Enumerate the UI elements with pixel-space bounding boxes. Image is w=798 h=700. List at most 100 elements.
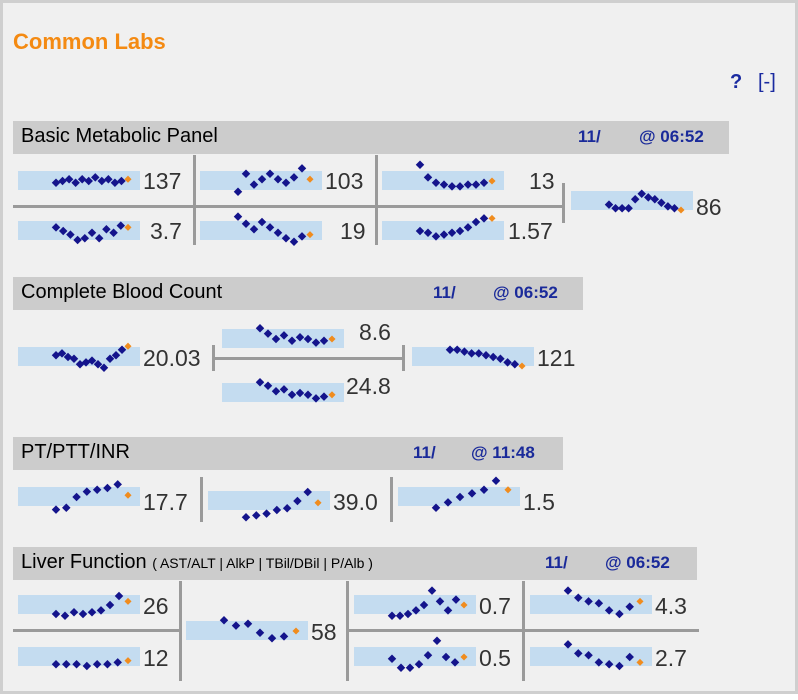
help-button[interactable]: ? bbox=[730, 71, 743, 93]
lft-divider bbox=[13, 629, 180, 632]
result-point bbox=[289, 173, 299, 182]
cbc-time: @ 06:52 bbox=[493, 283, 558, 302]
sparkline bbox=[18, 342, 140, 373]
result-point bbox=[116, 221, 126, 230]
result-point bbox=[295, 388, 305, 398]
normal-range-band bbox=[530, 595, 652, 614]
collapse-button[interactable]: [-] bbox=[758, 71, 776, 93]
result-point bbox=[481, 350, 491, 360]
result-point bbox=[319, 392, 329, 401]
normal-range-band bbox=[18, 647, 140, 666]
result-point bbox=[257, 174, 267, 184]
lab-value: 8.6 bbox=[359, 319, 391, 345]
sparkline bbox=[530, 586, 652, 619]
result-point bbox=[637, 189, 646, 199]
latest-result-point bbox=[306, 231, 314, 239]
result-point bbox=[303, 390, 313, 400]
sparkline bbox=[382, 160, 504, 191]
lab-value: 17.7 bbox=[143, 489, 188, 515]
lft-divider bbox=[179, 581, 182, 681]
lab-value: 3.7 bbox=[150, 218, 182, 244]
normal-range-band bbox=[382, 221, 504, 240]
sparkline bbox=[530, 640, 652, 671]
result-point bbox=[271, 386, 281, 396]
result-point bbox=[432, 636, 442, 646]
result-point bbox=[96, 606, 106, 615]
result-point bbox=[255, 377, 265, 387]
result-point bbox=[319, 336, 329, 346]
bmp-bracket-divider bbox=[562, 183, 565, 223]
result-point bbox=[463, 180, 473, 189]
normal-range-band bbox=[18, 595, 140, 614]
latest-result-point bbox=[677, 206, 685, 214]
lft-title: Liver Function ( AST/ALT | AlkP | TBil/D… bbox=[21, 551, 373, 574]
sparkline bbox=[186, 615, 308, 643]
sparkline bbox=[18, 221, 140, 245]
result-point bbox=[287, 336, 297, 346]
result-point bbox=[293, 496, 302, 506]
lab-value: 1.57 bbox=[508, 218, 553, 244]
sparkline bbox=[354, 636, 476, 673]
normal-range-band bbox=[18, 171, 140, 190]
result-point bbox=[91, 173, 100, 182]
cbc-date: 11/ bbox=[433, 283, 456, 302]
result-point bbox=[51, 505, 61, 514]
result-point bbox=[411, 606, 421, 615]
result-point bbox=[265, 223, 275, 232]
result-point bbox=[295, 332, 305, 342]
cbc-title: Complete Blood Count bbox=[21, 281, 223, 303]
lab-value: 26 bbox=[143, 593, 169, 619]
result-point bbox=[415, 226, 425, 236]
cbc-divider bbox=[212, 345, 215, 371]
result-point bbox=[594, 658, 604, 667]
result-point bbox=[445, 345, 455, 355]
bmp-title: Basic Metabolic Panel bbox=[21, 125, 218, 147]
bmp-header[interactable]: Basic Metabolic Panel 11/ @ 06:52 bbox=[13, 121, 729, 154]
lft-divider bbox=[346, 581, 349, 681]
lab-value: 0.5 bbox=[479, 645, 511, 671]
latest-result-point bbox=[328, 335, 336, 343]
bmp-date: 11/ bbox=[578, 127, 601, 146]
lft-subtitle: ( AST/ALT | AlkP | TBil/DBil | P/Alb ) bbox=[152, 555, 373, 571]
result-point bbox=[455, 226, 465, 236]
sparkline bbox=[222, 323, 344, 348]
result-point bbox=[262, 509, 271, 518]
lab-value: 24.8 bbox=[346, 373, 391, 399]
lab-value: 19 bbox=[340, 218, 366, 244]
result-point bbox=[289, 237, 299, 247]
result-point bbox=[435, 597, 445, 606]
lft-title-text: Liver Function bbox=[21, 551, 147, 573]
cbc-divider bbox=[215, 357, 403, 360]
latest-result-point bbox=[488, 214, 496, 222]
result-point bbox=[281, 233, 291, 243]
result-point bbox=[255, 323, 265, 333]
result-point bbox=[311, 338, 321, 347]
lab-value: 20.03 bbox=[143, 345, 201, 371]
result-point bbox=[311, 394, 321, 403]
result-point bbox=[265, 169, 275, 179]
result-point bbox=[58, 226, 68, 236]
coag-header[interactable]: PT/PTT/INR 11/ @ 11:48 bbox=[13, 437, 563, 470]
result-point bbox=[479, 485, 489, 495]
result-point bbox=[447, 182, 457, 191]
result-point bbox=[263, 329, 273, 338]
cbc-header[interactable]: Complete Blood Count 11/ @ 06:52 bbox=[13, 277, 583, 310]
cbc-divider bbox=[402, 345, 405, 371]
lab-value: 39.0 bbox=[333, 489, 378, 515]
lab-value: 58 bbox=[311, 619, 337, 645]
result-point bbox=[479, 178, 489, 188]
result-point bbox=[279, 331, 289, 340]
coag-time: @ 11:48 bbox=[471, 443, 535, 462]
result-point bbox=[488, 352, 498, 362]
sparkline bbox=[18, 171, 140, 190]
normal-range-band bbox=[186, 621, 308, 640]
result-point bbox=[103, 483, 112, 493]
sparkline bbox=[18, 480, 140, 514]
result-point bbox=[281, 178, 291, 188]
result-point bbox=[563, 586, 573, 595]
result-point bbox=[72, 492, 81, 502]
lft-header[interactable]: Liver Function ( AST/ALT | AlkP | TBil/D… bbox=[13, 547, 697, 580]
result-point bbox=[297, 232, 307, 241]
result-point bbox=[443, 498, 453, 507]
result-point bbox=[252, 511, 261, 520]
